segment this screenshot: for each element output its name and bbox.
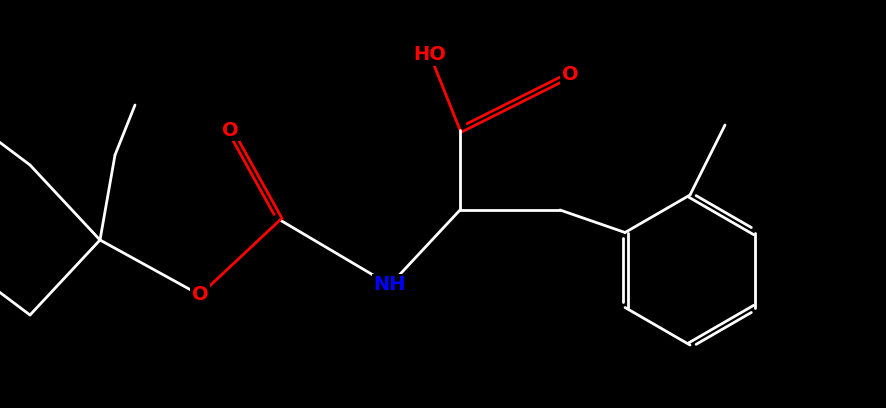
Text: O: O	[191, 286, 208, 304]
Text: O: O	[222, 120, 238, 140]
Text: O: O	[561, 66, 578, 84]
Text: HO: HO	[413, 46, 446, 64]
Text: NH: NH	[373, 275, 406, 295]
